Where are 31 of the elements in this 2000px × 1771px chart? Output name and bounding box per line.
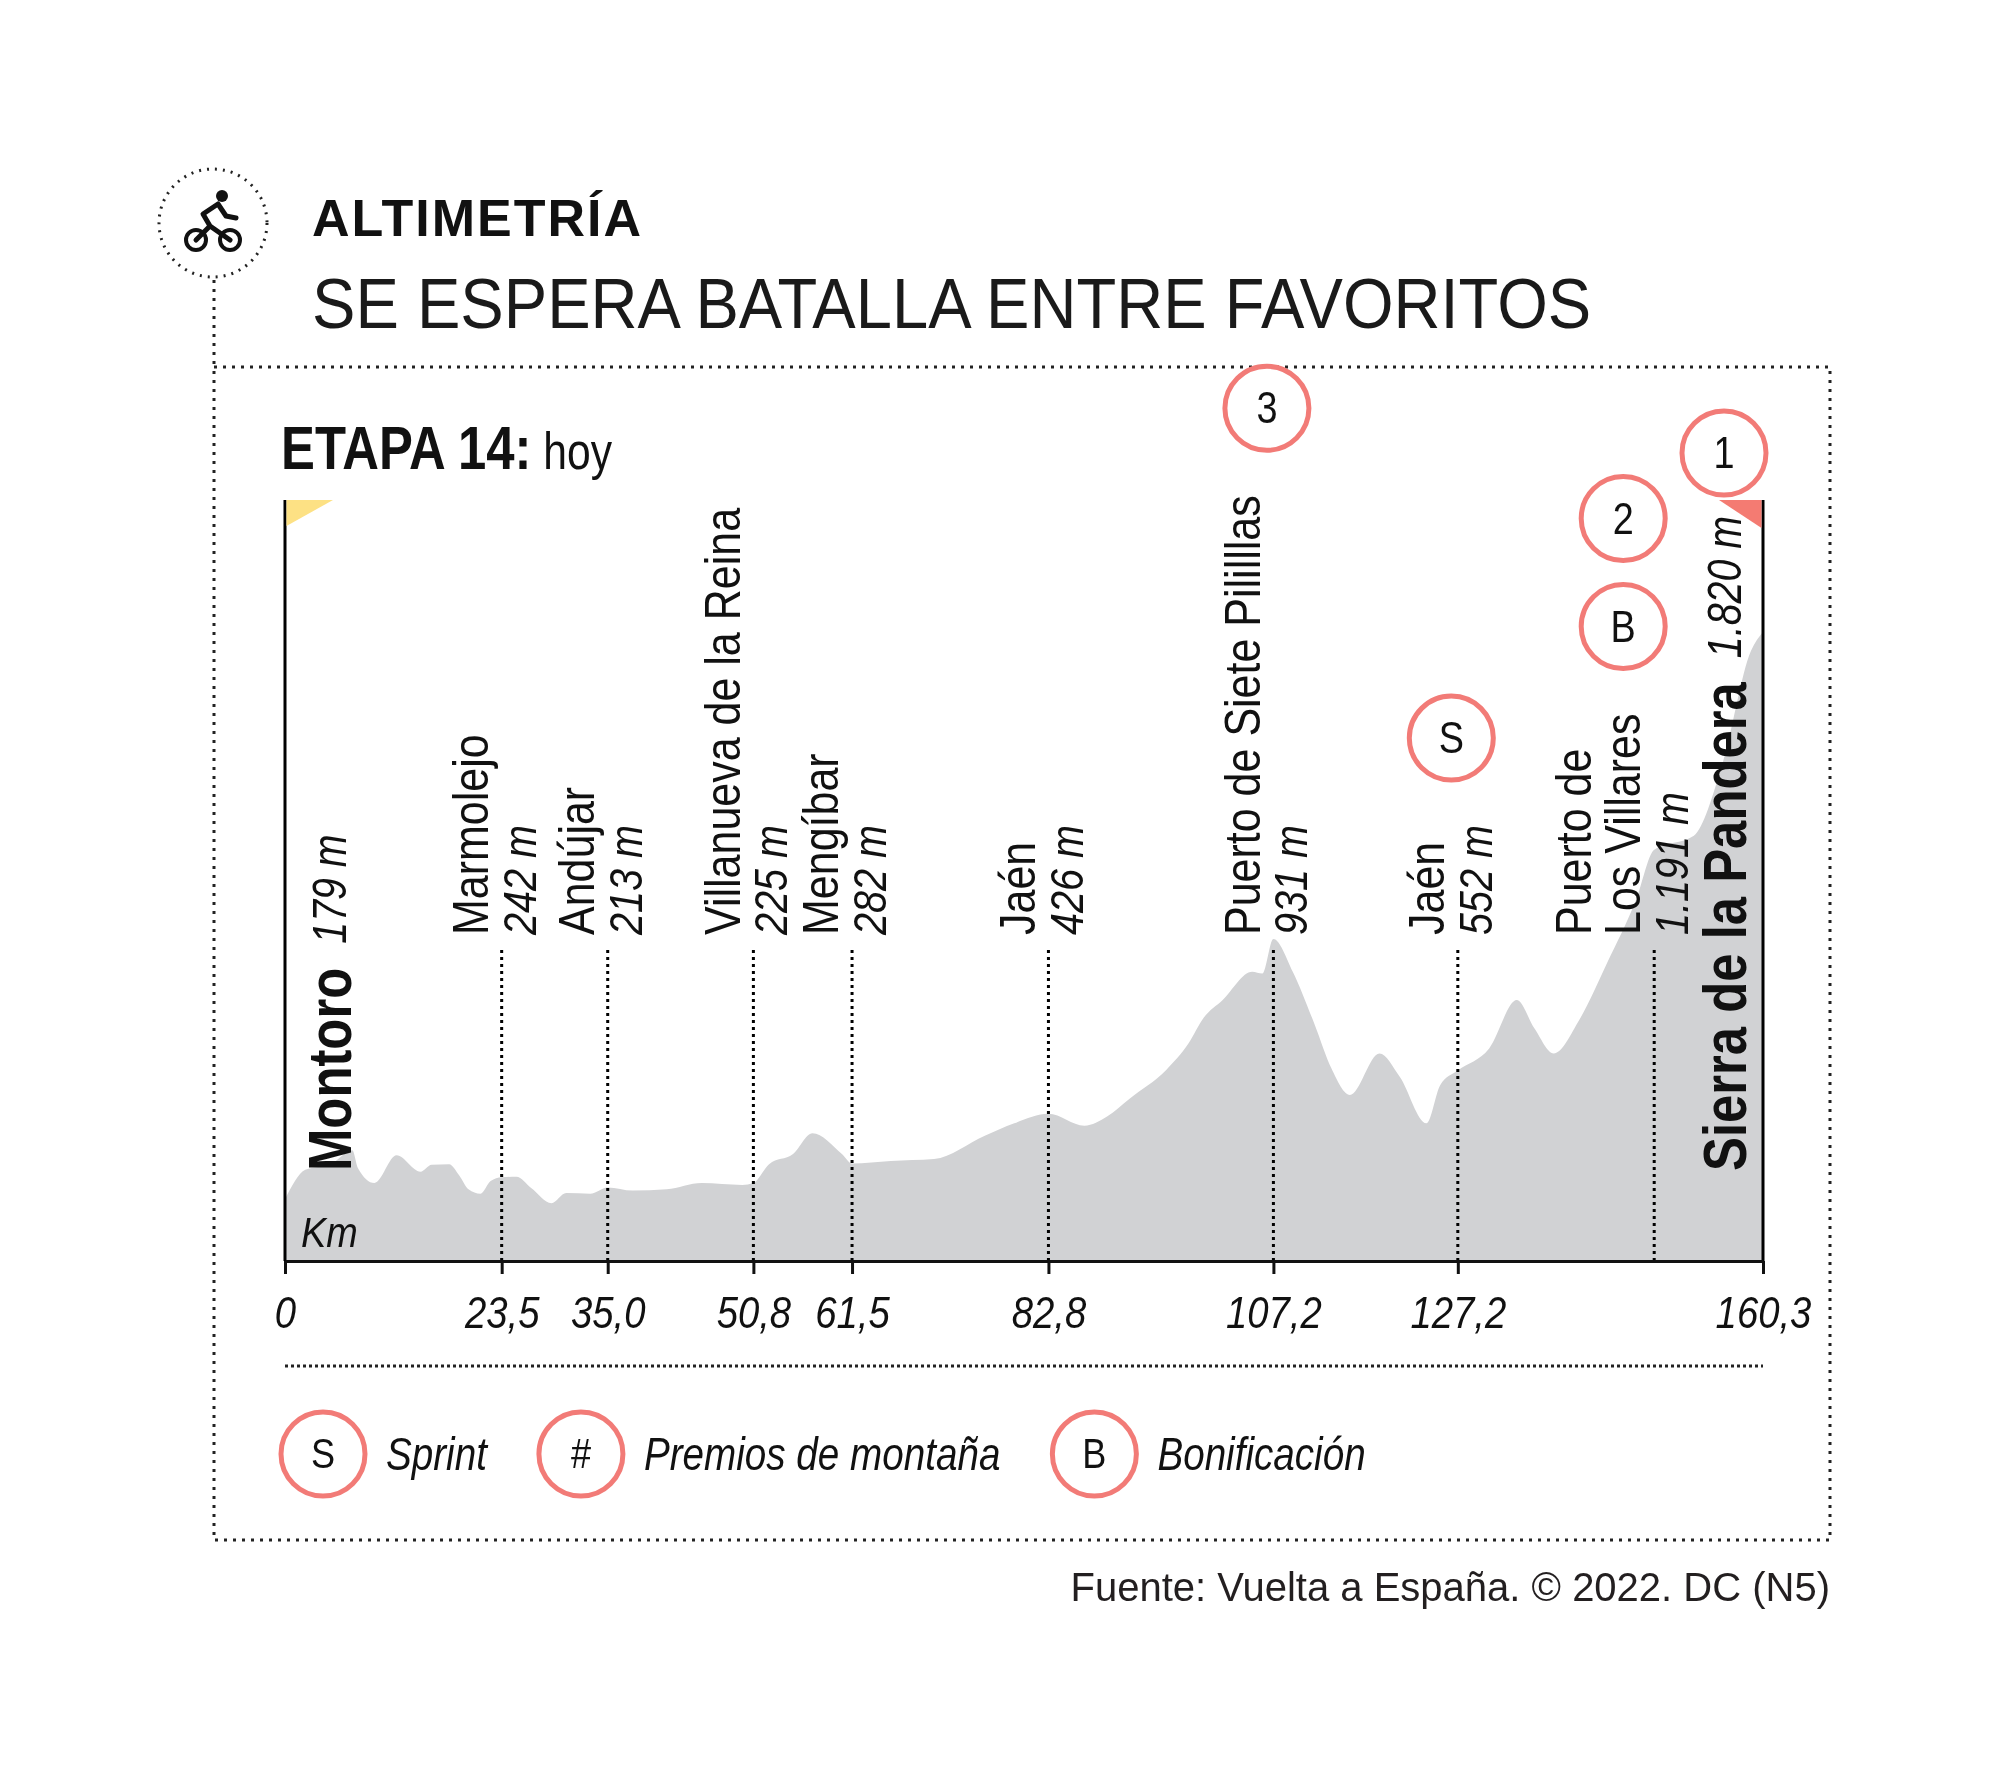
text: Premios de montaña — [643, 1428, 1001, 1480]
text: 3 — [1256, 383, 1278, 433]
x-tick-label: 35,0 — [570, 1288, 646, 1338]
x-tick-label: 23,5 — [464, 1288, 541, 1338]
ref-line-label: Marmolejo 242 m — [442, 734, 546, 936]
text: Sprint — [386, 1428, 489, 1480]
x-tick-label: 127,2 — [1410, 1288, 1507, 1338]
x-tick-label: 107,2 — [1226, 1288, 1322, 1338]
text: 1 — [1713, 428, 1735, 478]
x-axis-title: Km — [301, 1209, 358, 1256]
text: ETAPA 14: hoy — [281, 413, 613, 483]
annotation: S — [1438, 713, 1464, 763]
x-tick-label: 82,8 — [1011, 1288, 1087, 1338]
text: 2 — [1612, 493, 1634, 544]
ref-line-label: Jaén 426 m — [989, 825, 1093, 935]
ref-line-label: Montoro 179 m — [294, 834, 364, 1171]
source-note: Fuente: Vuelta a España. © 2022. DC (N5) — [1070, 1565, 1830, 1609]
ref-line-label: Andújar 213 m — [548, 786, 652, 936]
chart-title: ALTIMETRÍA — [312, 189, 643, 247]
x-tick-label: 50,8 — [716, 1288, 792, 1338]
x-tick-label: 160,3 — [1715, 1288, 1812, 1338]
x-tick-label: 0 — [274, 1288, 297, 1338]
text: Bonificación — [1157, 1428, 1366, 1480]
x-tick-label: 61,5 — [815, 1288, 891, 1338]
text: # — [570, 1430, 592, 1478]
ref-line-label: Puerto de Siete Pililllas 931 m — [1214, 495, 1318, 935]
annotation: B — [1610, 601, 1636, 652]
chart-subtitle: SE ESPERA BATALLA ENTRE FAVORITOS — [312, 264, 1592, 343]
text: S — [310, 1430, 336, 1478]
text: B — [1082, 1430, 1107, 1478]
ref-line-label: Jaén 552 m — [1398, 825, 1502, 935]
